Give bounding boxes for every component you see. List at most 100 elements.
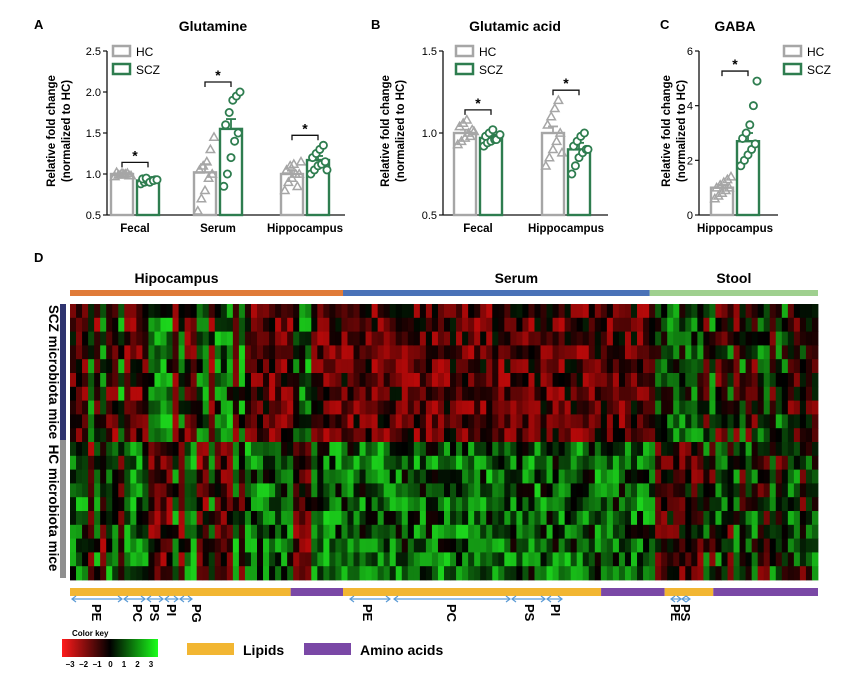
heatmap-cell (757, 400, 765, 415)
heatmap-cell (263, 483, 270, 498)
heatmap-cell (685, 566, 692, 581)
heatmap-cell (287, 483, 294, 498)
heatmap-cell (546, 455, 553, 470)
heatmap-cell (643, 304, 650, 319)
heatmap-cell (721, 455, 728, 470)
heatmap-cell (281, 373, 288, 388)
heatmap-cell (329, 455, 336, 470)
heatmap-cell (775, 331, 783, 346)
heatmap-cell (184, 400, 192, 415)
significance-star: * (563, 75, 569, 91)
heatmap-cell (522, 428, 529, 443)
heatmap-cell (130, 552, 137, 567)
heatmap-cell (618, 317, 626, 332)
heatmap-cell (112, 317, 119, 332)
heatmap-cell (365, 317, 373, 332)
heatmap-cell (564, 538, 572, 553)
heatmap-cell (160, 400, 167, 415)
heatmap-cell (82, 566, 89, 581)
heatmap-cell (263, 428, 270, 443)
heatmap-cell (220, 400, 228, 415)
heatmap-cell (631, 483, 638, 498)
heatmap-cell (697, 497, 704, 512)
heatmap-cell (600, 442, 608, 457)
heatmap-cell (287, 304, 294, 319)
heatmap-cell (691, 483, 698, 498)
heatmap-cell (257, 428, 264, 443)
heatmap-cell (504, 345, 511, 360)
heatmap-cell (275, 524, 282, 539)
heatmap-cell (643, 359, 650, 374)
class-segment (290, 588, 344, 596)
heatmap-cell (787, 524, 795, 539)
heatmap-cell (220, 552, 228, 567)
heatmap-cell (685, 497, 692, 512)
heatmap-cell (474, 317, 481, 332)
heatmap-cell (462, 428, 469, 443)
heatmap-cell (395, 428, 403, 443)
heatmap-cell (214, 455, 222, 470)
heatmap-cell (184, 469, 192, 484)
heatmap-cell (257, 373, 264, 388)
heatmap-cell (208, 414, 216, 429)
heatmap-cell (437, 428, 445, 443)
heatmap-cell (232, 331, 240, 346)
heatmap-cell (329, 304, 336, 319)
heatmap-cell (733, 400, 740, 415)
heatmap-cell (703, 524, 710, 539)
heatmap-cell (407, 469, 415, 484)
heatmap-cell (522, 345, 529, 360)
heatmap-cell (311, 345, 318, 360)
heatmap-cell (649, 373, 656, 388)
heatmap-cell (305, 359, 312, 374)
heatmap-cell (365, 511, 373, 526)
heatmap-cell (275, 455, 282, 470)
heatmap-cell (287, 524, 294, 539)
svg-text:(normalized to HC): (normalized to HC) (395, 80, 407, 182)
heatmap-cell (136, 386, 143, 401)
heatmap-cell (721, 317, 728, 332)
heatmap-cell (793, 538, 801, 553)
heatmap-cell (462, 345, 469, 360)
heatmap-cell (492, 414, 499, 429)
glutamic-acid-ylabel: Relative fold change (normalized to HC) (380, 75, 407, 187)
class-bar (70, 588, 818, 596)
heatmap-cell (365, 428, 373, 443)
heatmap-cell (136, 455, 143, 470)
heatmap-cell (142, 524, 149, 539)
heatmap-cell (154, 511, 161, 526)
heatmap-cell (661, 400, 668, 415)
heatmap-cell (365, 566, 373, 581)
heatmap-cell (347, 538, 354, 553)
heatmap-cell (624, 359, 632, 374)
heatmap-cell (522, 442, 529, 457)
heatmap-cell (124, 414, 131, 429)
heatmap (70, 304, 819, 581)
heatmap-cell (763, 304, 771, 319)
lipid-arrow-head (385, 595, 391, 603)
heatmap-cell (775, 469, 783, 484)
heatmap-cell (100, 552, 107, 567)
data-point-hc (291, 180, 303, 191)
heatmap-cell (437, 455, 445, 470)
heatmap-cell (353, 304, 360, 319)
heatmap-cell (643, 345, 650, 360)
heatmap-cell (118, 455, 125, 470)
heatmap-cell (238, 304, 246, 319)
heatmap-cell (226, 386, 234, 401)
heatmap-cell (431, 359, 439, 374)
heatmap-cell (275, 538, 282, 553)
heatmap-cell (124, 524, 131, 539)
heatmap-cell (811, 552, 819, 567)
heatmap-cell (631, 428, 638, 443)
heatmap-cell (226, 524, 234, 539)
heatmap-cell (540, 442, 547, 457)
heatmap-cell (450, 359, 457, 374)
heatmap-cell (444, 400, 451, 415)
heatmap-cell (667, 511, 674, 526)
heatmap-cell (480, 511, 487, 526)
heatmap-cell (112, 455, 119, 470)
heatmap-cell (733, 414, 740, 429)
heatmap-cell (480, 304, 487, 319)
